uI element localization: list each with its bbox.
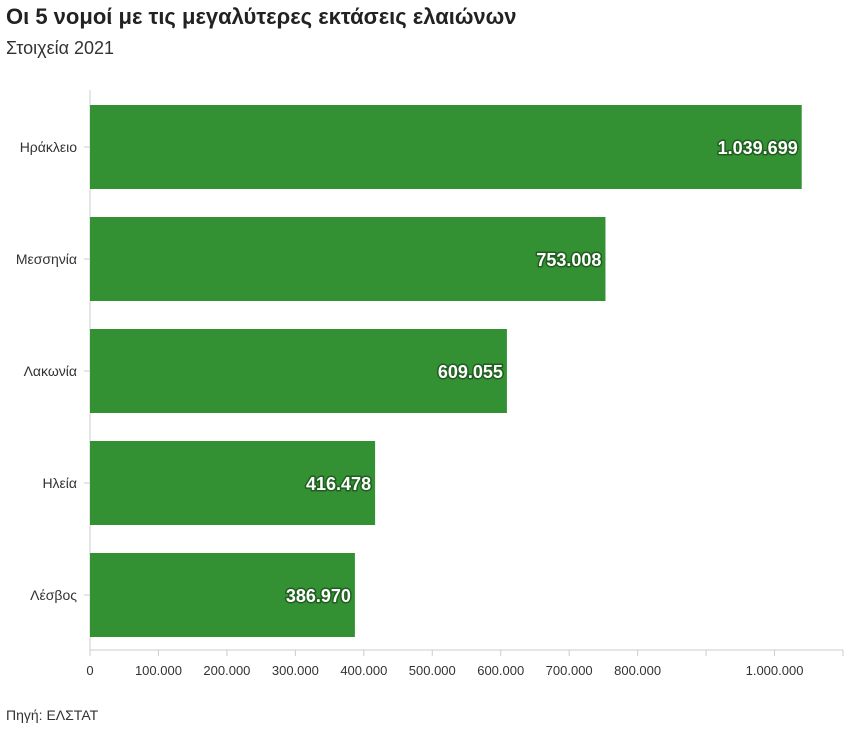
category-label: Λακωνία <box>24 363 77 379</box>
x-tick-label: 200.000 <box>203 663 250 678</box>
x-tick-label: 1.000.000 <box>746 663 804 678</box>
value-label: 753.008 <box>536 250 601 270</box>
bar <box>90 441 376 525</box>
source-note: Πηγή: ΕΛΣΤΑΤ <box>6 707 99 723</box>
value-label: 416.478 <box>306 474 371 494</box>
x-tick-label: 600.000 <box>477 663 524 678</box>
x-tick-label: 0 <box>86 663 93 678</box>
x-tick-label: 300.000 <box>272 663 319 678</box>
x-tick-label: 400.000 <box>340 663 387 678</box>
x-tick-label: 700.000 <box>546 663 593 678</box>
category-label: Ηράκλειο <box>20 139 78 155</box>
chart-title: Οι 5 νομοί με τις μεγαλύτερες εκτάσεις ε… <box>6 4 517 29</box>
bar-chart: 0 100.000 200.000 300.000 400.000 500.000 600.… <box>16 90 844 678</box>
x-tick-label: 100.000 <box>135 663 182 678</box>
category-label: Λέσβος <box>30 587 77 603</box>
chart-subtitle: Στοιχεία 2021 <box>6 38 115 58</box>
bar <box>90 553 355 637</box>
value-label: 386.970 <box>286 586 351 606</box>
x-tick-label: 500.000 <box>409 663 456 678</box>
value-label: 609.055 <box>438 362 503 382</box>
category-label: Μεσσηνία <box>16 251 77 267</box>
bar <box>90 217 606 301</box>
bar <box>90 329 507 413</box>
bar <box>90 105 802 189</box>
category-label: Ηλεία <box>42 475 77 491</box>
x-tick-label: 800.000 <box>614 663 661 678</box>
value-label: 1.039.699 <box>718 138 798 158</box>
